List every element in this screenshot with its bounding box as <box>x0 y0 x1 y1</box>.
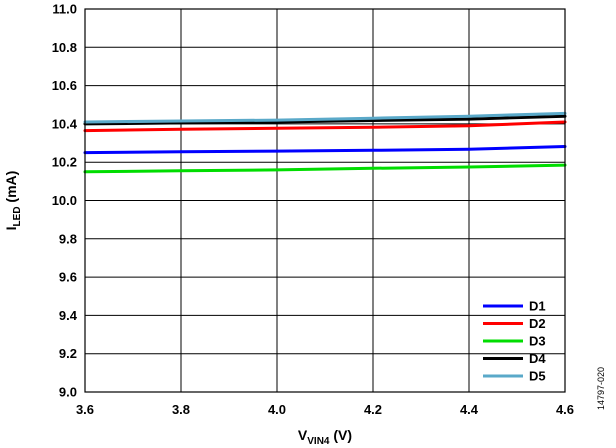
x-axis-label: VVIN4 (V) <box>298 427 352 447</box>
legend-label-d3: D3 <box>529 334 546 349</box>
x-tick-label: 4.0 <box>268 402 286 417</box>
legend-label-d2: D2 <box>529 316 546 331</box>
series-line-d4 <box>83 114 567 126</box>
y-tick-label: 9.8 <box>59 231 77 246</box>
x-tick-label: 4.4 <box>460 402 479 417</box>
series-line-d5 <box>83 111 567 124</box>
plot-frame <box>84 8 566 393</box>
x-axis-label-unit: (V) <box>330 427 353 443</box>
legend-label-d4: D4 <box>529 351 546 366</box>
y-tick-label: 10.0 <box>52 193 77 208</box>
y-tick-label: 10.8 <box>52 40 77 55</box>
series-line-d3 <box>83 163 567 174</box>
y-tick-label: 10.2 <box>52 155 77 170</box>
grid-lines <box>84 8 566 393</box>
y-axis-label-sub: LED <box>12 206 23 226</box>
y-tick-labels: 9.0 9.2 9.4 9.6 9.8 10.0 10.2 10.4 10.6 10.8 11.0 <box>52 2 78 400</box>
x-tick-label: 4.2 <box>364 402 382 417</box>
series-layer <box>83 111 567 174</box>
y-axis-label-unit: (mA) <box>3 171 19 207</box>
series-line-d2 <box>83 120 567 133</box>
y-tick-label: 10.4 <box>52 116 78 131</box>
legend-label-d5: D5 <box>529 369 546 384</box>
x-tick-label: 3.8 <box>172 402 190 417</box>
x-tick-label: 3.6 <box>76 402 94 417</box>
y-tick-label: 10.6 <box>52 78 77 93</box>
series-line-d1 <box>83 145 567 155</box>
y-axis-label: ILED (mA) <box>3 171 23 231</box>
x-tick-label: 4.6 <box>556 402 574 417</box>
x-tick-labels: 3.6 3.8 4.0 4.2 4.4 4.6 <box>76 402 574 417</box>
y-tick-label: 9.0 <box>59 385 77 400</box>
y-tick-label: 9.4 <box>59 308 78 323</box>
legend: D1 D2 D3 D4 D5 <box>483 299 546 384</box>
y-tick-label: 9.6 <box>59 270 77 285</box>
x-axis-label-sub: VIN4 <box>307 436 330 447</box>
figure-id: 14797-020 <box>596 367 606 410</box>
legend-label-d1: D1 <box>529 299 546 314</box>
y-tick-label: 9.2 <box>59 346 77 361</box>
y-axis-label-main: I <box>3 226 19 230</box>
x-axis-label-main: V <box>298 427 308 443</box>
y-tick-label: 11.0 <box>52 2 77 17</box>
